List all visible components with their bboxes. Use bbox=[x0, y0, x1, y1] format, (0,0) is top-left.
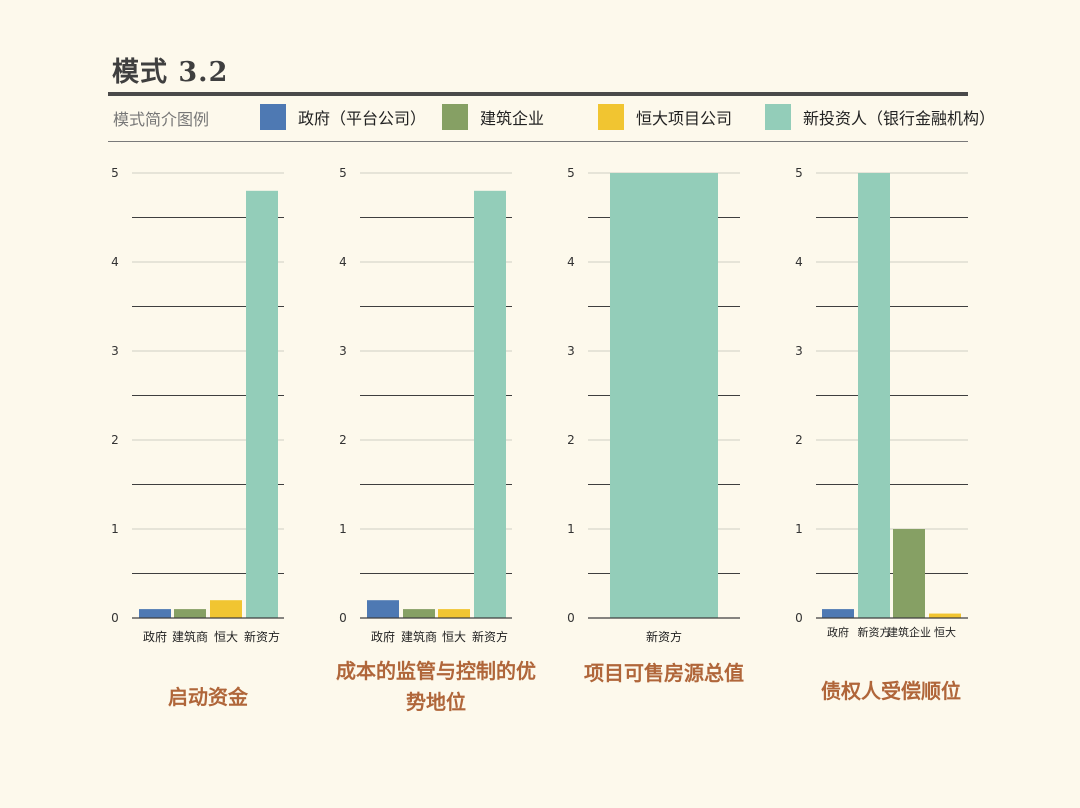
y-tick-label: 3 bbox=[111, 344, 119, 358]
chart-caption-cost-control: 成本的监管与控制的优势地位 bbox=[336, 659, 536, 714]
x-tick-label: 恒大 bbox=[214, 630, 238, 644]
bar bbox=[403, 609, 435, 618]
x-tick-label: 政府 bbox=[371, 629, 395, 644]
y-tick-label: 0 bbox=[795, 611, 803, 625]
y-tick-label: 1 bbox=[339, 522, 347, 536]
y-tick-label: 5 bbox=[339, 166, 347, 180]
y-tick-label: 2 bbox=[111, 433, 119, 447]
y-tick-label: 2 bbox=[339, 433, 347, 447]
legend-label: 恒大项目公司 bbox=[636, 109, 733, 128]
x-tick-label: 新资方 bbox=[646, 629, 682, 644]
bar bbox=[822, 609, 854, 618]
bar bbox=[610, 173, 718, 618]
bar bbox=[929, 613, 961, 618]
y-tick-label: 0 bbox=[339, 611, 347, 625]
legend-label: 新投资人（银行金融机构） bbox=[803, 109, 996, 128]
legend-label: 建筑企业 bbox=[480, 109, 545, 128]
y-tick-label: 1 bbox=[111, 522, 119, 536]
x-tick-label: 新资方 bbox=[858, 625, 891, 639]
bar bbox=[174, 609, 206, 618]
chart-caption-creditor-priority: 债权人受偿顺位 bbox=[821, 679, 961, 703]
y-tick-label: 4 bbox=[795, 255, 803, 269]
x-tick-label: 建筑商 bbox=[172, 629, 208, 644]
x-tick-label: 政府 bbox=[143, 629, 167, 644]
x-tick-label: 建筑企业 bbox=[887, 625, 931, 639]
x-tick-label: 建筑商 bbox=[401, 629, 437, 644]
y-tick-label: 4 bbox=[339, 255, 347, 269]
page-title: 模式 3.2 bbox=[112, 57, 229, 88]
legend-item-evergrande: 恒大项目公司 bbox=[598, 104, 732, 130]
y-tick-label: 5 bbox=[567, 166, 575, 180]
y-tick-label: 1 bbox=[795, 522, 803, 536]
chart-caption-saleable-value: 项目可售房源总值 bbox=[584, 661, 744, 685]
x-tick-label: 恒大 bbox=[934, 625, 956, 639]
x-tick-label: 恒大 bbox=[442, 630, 466, 644]
bar bbox=[139, 609, 171, 618]
legend-item-builder: 建筑企业 bbox=[442, 104, 544, 130]
y-tick-label: 2 bbox=[795, 433, 803, 447]
y-tick-label: 3 bbox=[795, 344, 803, 358]
y-tick-label: 0 bbox=[567, 611, 575, 625]
bar bbox=[474, 190, 506, 619]
legend-divider bbox=[108, 141, 968, 142]
y-tick-label: 2 bbox=[567, 433, 575, 447]
bar bbox=[367, 600, 399, 618]
y-tick-label: 5 bbox=[795, 166, 803, 180]
y-tick-label: 4 bbox=[567, 255, 575, 269]
legend-item-new-investor: 新投资人（银行金融机构） bbox=[765, 104, 995, 130]
x-tick-label: 新资方 bbox=[244, 629, 280, 644]
bar bbox=[438, 609, 470, 618]
y-tick-label: 3 bbox=[339, 344, 347, 358]
legend-title: 模式简介图例 bbox=[113, 110, 210, 129]
y-tick-label: 5 bbox=[111, 166, 119, 180]
y-tick-label: 0 bbox=[111, 611, 119, 625]
y-tick-label: 3 bbox=[567, 344, 575, 358]
y-tick-label: 4 bbox=[111, 255, 119, 269]
bar bbox=[858, 173, 890, 618]
legend-swatch bbox=[765, 104, 791, 130]
legend-label: 政府（平台公司） bbox=[298, 109, 427, 128]
x-tick-label: 新资方 bbox=[472, 629, 508, 644]
y-tick-label: 1 bbox=[567, 522, 575, 536]
bar bbox=[246, 190, 278, 619]
x-tick-label: 政府 bbox=[827, 625, 849, 639]
bar bbox=[893, 529, 925, 618]
legend-swatch bbox=[442, 104, 468, 130]
title-divider bbox=[108, 92, 968, 96]
legend-swatch bbox=[598, 104, 624, 130]
legend-item-government: 政府（平台公司） bbox=[260, 104, 426, 130]
chart-caption-startup-capital: 启动资金 bbox=[168, 685, 248, 709]
legend-swatch bbox=[260, 104, 286, 130]
bar bbox=[210, 600, 242, 618]
